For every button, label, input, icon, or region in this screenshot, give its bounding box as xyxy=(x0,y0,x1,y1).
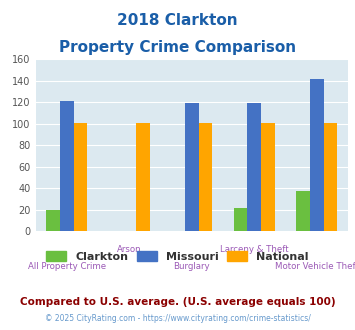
Legend: Clarkton, Missouri, National: Clarkton, Missouri, National xyxy=(42,247,313,267)
Bar xyxy=(46,210,60,231)
Text: Arson: Arson xyxy=(117,245,142,254)
Text: All Property Crime: All Property Crime xyxy=(28,262,106,271)
Text: Motor Vehicle Theft: Motor Vehicle Theft xyxy=(275,262,355,271)
Text: Burglary: Burglary xyxy=(173,262,210,271)
Bar xyxy=(323,123,337,231)
Bar xyxy=(60,101,73,231)
Text: 2018 Clarkton: 2018 Clarkton xyxy=(117,13,238,28)
Text: Larceny & Theft: Larceny & Theft xyxy=(220,245,289,254)
Bar xyxy=(73,123,87,231)
Bar xyxy=(185,103,198,231)
Text: © 2025 CityRating.com - https://www.cityrating.com/crime-statistics/: © 2025 CityRating.com - https://www.city… xyxy=(45,314,310,323)
Text: Compared to U.S. average. (U.S. average equals 100): Compared to U.S. average. (U.S. average … xyxy=(20,297,335,307)
Bar xyxy=(247,103,261,231)
Bar xyxy=(136,123,150,231)
Bar xyxy=(261,123,275,231)
Bar xyxy=(198,123,212,231)
Text: Property Crime Comparison: Property Crime Comparison xyxy=(59,40,296,54)
Bar xyxy=(234,209,247,231)
Bar xyxy=(310,79,323,231)
Bar xyxy=(296,191,310,231)
